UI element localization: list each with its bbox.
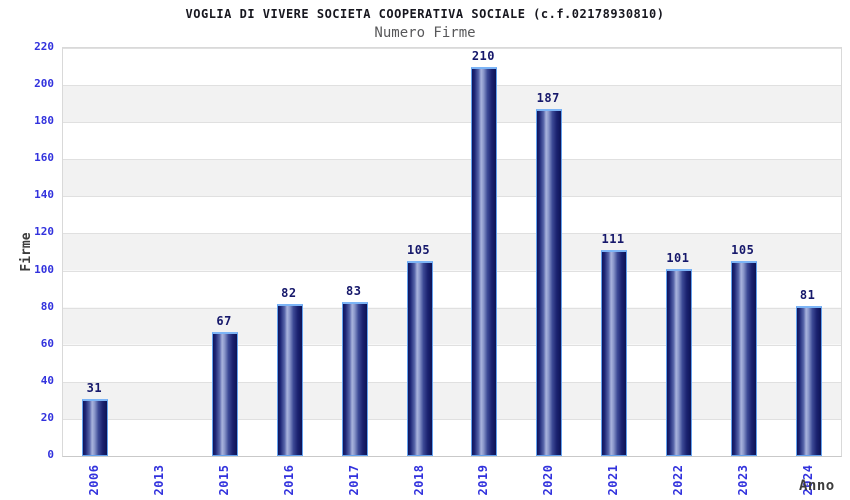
- x-tick-label: 2022: [670, 464, 685, 496]
- x-tick-label: 2006: [87, 464, 102, 496]
- x-tick-label: 2023: [735, 464, 750, 496]
- bar-2020: [536, 109, 563, 456]
- x-axis-title: Anno: [799, 478, 835, 494]
- gridline: [63, 48, 841, 49]
- gridline: [63, 418, 841, 420]
- y-tick-label: 160: [34, 151, 54, 165]
- gridline: [63, 344, 841, 346]
- gridline: [63, 122, 841, 124]
- x-tick-label: 2015: [217, 464, 232, 496]
- bar-2023: [730, 261, 757, 456]
- y-tick-label: 0: [47, 448, 54, 461]
- y-tick-label: 180: [34, 114, 54, 128]
- gridline: [63, 381, 841, 383]
- gridline: [63, 159, 841, 161]
- bar-2015: [212, 331, 239, 456]
- gridline: [63, 233, 841, 235]
- bar-2006: [82, 398, 109, 456]
- y-axis-title: Firme: [19, 232, 34, 272]
- bar-2021: [601, 250, 628, 456]
- chart-subtitle: Numero Firme: [374, 25, 476, 41]
- bar-2022: [665, 268, 692, 456]
- y-tick-label: 220: [34, 40, 54, 53]
- gridline: [63, 307, 841, 309]
- bar-2024: [795, 305, 822, 456]
- gridline: [63, 196, 841, 198]
- x-tick-label: 2013: [152, 464, 167, 496]
- bar-2018: [406, 261, 433, 456]
- x-tick-label: 2020: [541, 464, 556, 496]
- chart-title: VOGLIA DI VIVERE SOCIETA COOPERATIVA SOC…: [185, 7, 665, 21]
- bar-2016: [276, 303, 303, 456]
- x-tick-label: 2018: [411, 464, 426, 496]
- gridline: [63, 85, 841, 87]
- y-tick-label: 200: [34, 77, 54, 91]
- y-tick-label: 140: [34, 188, 54, 202]
- x-tick-label: 2019: [476, 464, 491, 496]
- x-tick-label: 2016: [281, 464, 296, 496]
- plot-area: [62, 47, 842, 457]
- x-tick-label: 2021: [606, 464, 621, 496]
- bar-2019: [471, 66, 498, 456]
- y-tick-label: 60: [40, 336, 54, 350]
- y-tick-label: 20: [40, 410, 54, 424]
- y-tick-label: 40: [40, 373, 54, 387]
- y-tick-label: 80: [40, 299, 54, 313]
- x-tick-label: 2017: [346, 464, 361, 496]
- gridline: [63, 270, 841, 272]
- bar-2017: [341, 302, 368, 456]
